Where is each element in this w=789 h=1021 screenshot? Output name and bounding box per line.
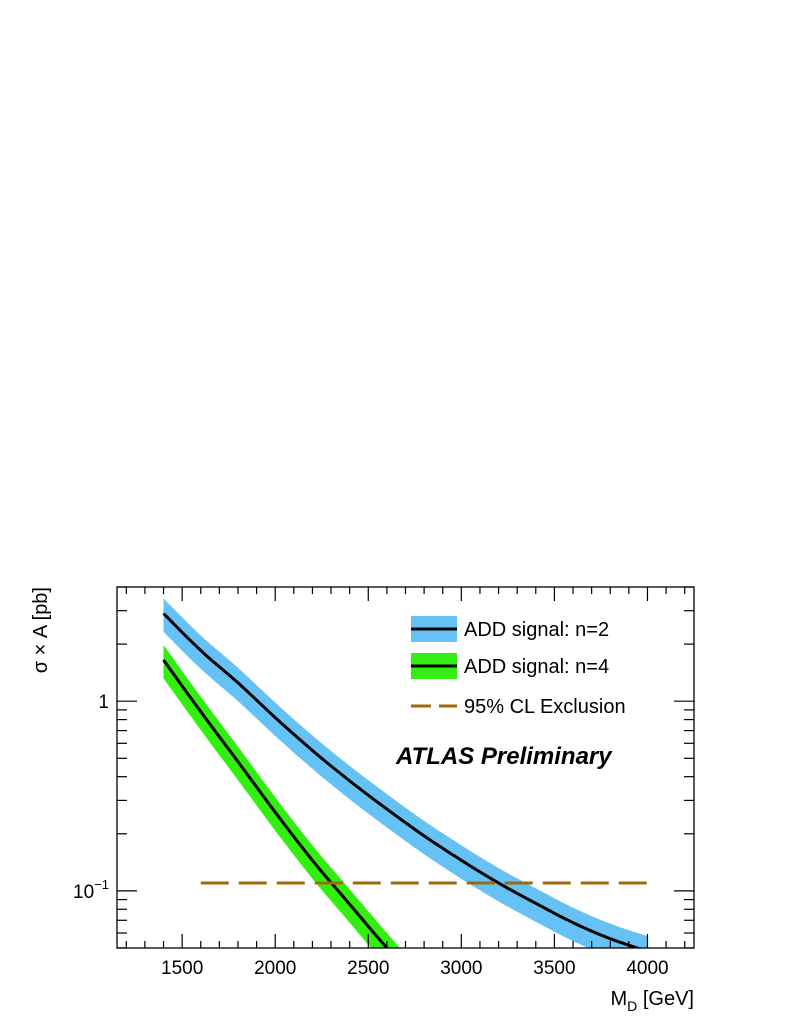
legend-label-n2: ADD signal: n=2	[464, 619, 609, 641]
x-tick-label: 4000	[626, 958, 668, 979]
legend: ADD signal: n=2 ADD signal: n=4 95% CL E…	[411, 616, 626, 718]
series-band-0	[163, 598, 648, 948]
x-tick-label: 3500	[533, 958, 575, 979]
x-tick-label: 2500	[347, 958, 389, 979]
series-line-0	[162, 612, 643, 948]
y-axis-title: σ × A [pb]	[30, 587, 52, 673]
x-tick-labels: 1500 2000 2500 3000 3500 4000	[161, 958, 669, 979]
x-tick-label: 3000	[440, 958, 482, 979]
x-tick-label: 2000	[254, 958, 296, 979]
series-lines	[162, 612, 648, 948]
axis-ticks	[117, 586, 694, 949]
x-axis-title: MD [GeV]	[611, 988, 695, 1014]
legend-label-n4: ADD signal: n=4	[464, 656, 609, 678]
legend-label-exclusion: 95% CL Exclusion	[464, 696, 626, 718]
y-tick-label: 10−1	[73, 877, 109, 903]
atlas-preliminary-label: ATLAS Preliminary	[395, 743, 613, 770]
x-tick-label: 1500	[161, 958, 203, 979]
y-tick-label: 1	[98, 692, 109, 713]
series-line-1	[162, 659, 389, 948]
series-band-1	[163, 644, 401, 948]
y-tick-labels: 1 10−1	[73, 692, 109, 903]
